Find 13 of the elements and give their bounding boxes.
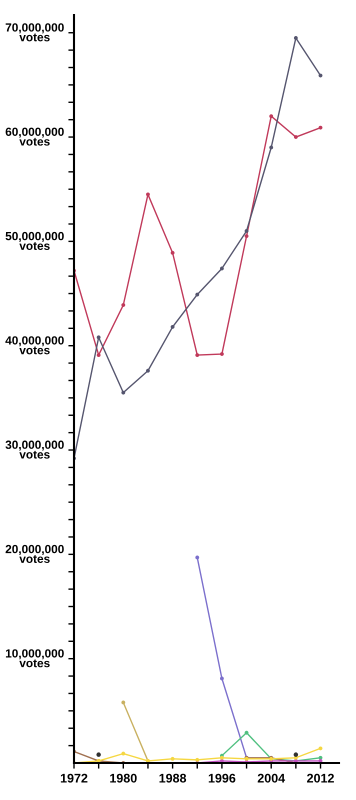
x-tick-label: 2004 [258,774,286,783]
y-tick-label: 50,000,000 votes [6,232,64,250]
x-tick-label: 2012 [307,774,334,783]
x-tick-label: 1980 [110,774,137,783]
y-tick-label: 70,000,000 votes [6,23,64,42]
y-tick-label: 20,000,000 votes [6,544,64,563]
y-tick-label: 40,000,000 votes [5,336,64,354]
y-tick-label: 10,000,000 votes [6,649,64,668]
x-tick-label: 1996 [208,774,236,783]
x-tick-label: 1972 [60,774,88,783]
y-tick-label: 60,000,000 votes [6,128,64,146]
x-tick-label: 1988 [159,774,186,783]
y-tick-label: 30,000,000 votes [5,440,64,459]
